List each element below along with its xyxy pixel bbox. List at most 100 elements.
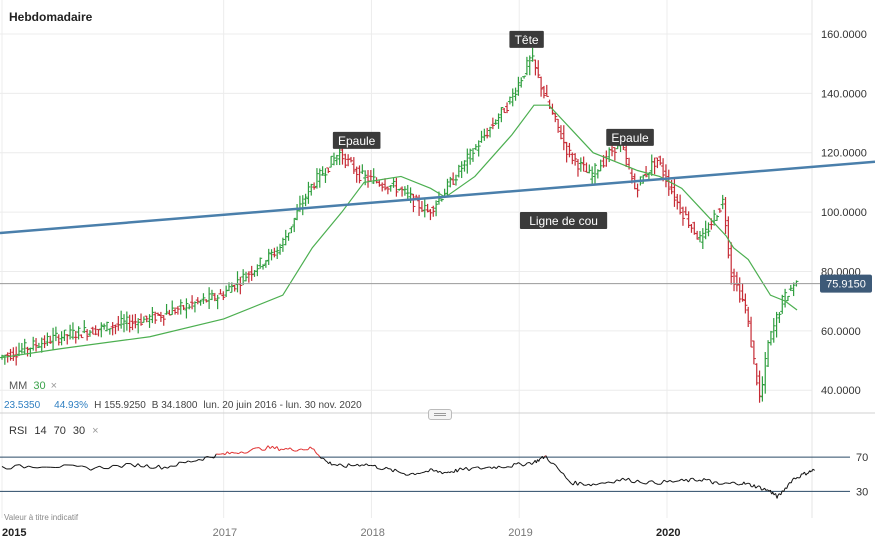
rsi-line-segment [758,485,761,487]
rsi-line-segment [616,479,620,482]
rsi-line-segment [729,481,733,484]
rsi-line-segment [524,462,528,466]
rsi-line-segment [207,456,210,458]
rsi-line-segment [634,479,638,484]
stat-low: B 34.1800 [151,400,198,411]
rsi-line-segment [345,463,349,468]
rsi-line-segment [205,456,208,458]
rsi-line-segment [660,479,665,485]
rsi-line-segment [276,446,280,451]
rsi-line-segment [538,458,541,462]
rsi-line-segment [715,481,718,483]
rsi-line-segment [568,479,572,484]
rsi-line-segment [213,453,217,459]
rsi-line-segment [231,451,235,454]
rsi-label: RSI [9,425,28,437]
rsi-line-segment [672,480,676,483]
rsi-line-segment [697,479,700,482]
rsi-line-segment [486,466,490,468]
rsi-line-segment [158,464,163,470]
rsi-line-segment [94,465,100,469]
rsi-line-segment [449,471,452,474]
ma-period[interactable]: 30 [33,380,46,392]
rsi-line-segment [323,458,327,462]
rsi-line-segment [317,454,321,458]
rsi-line-segment [319,456,322,459]
rsi-line-segment [790,479,794,484]
rsi-line-segment [675,480,679,482]
rsi-line-segment [427,468,431,473]
rsi-line-segment [340,463,343,466]
y-tick-label: 160.0000 [821,29,867,41]
rsi-threshold-label: 70 [856,452,868,464]
rsi-line-segment [175,461,180,467]
moving-average-line [1,104,798,359]
rsi-line-segment [803,471,807,476]
rsi-line-segment [281,448,284,451]
rsi-line-segment [258,447,263,451]
rsi-line-segment [645,480,650,485]
rsi-line-segment [688,478,692,483]
rsi-line-segment [397,470,400,473]
disclaimer: Valeur à titre indicatif [4,513,79,522]
rsi-param-1[interactable]: 14 [34,425,47,437]
rsi-line-segment [807,471,810,474]
rsi-line-segment [298,448,302,451]
rsi-line-segment [531,461,535,465]
rsi-line-segment [440,471,443,475]
rsi-line-segment [799,473,802,478]
panel-resize-handle[interactable] [428,409,452,420]
rsi-remove-icon[interactable]: × [92,425,99,437]
rsi-line-segment [628,477,632,483]
annotation-box [519,211,608,229]
rsi-line-segment [755,486,758,489]
ma-remove-icon[interactable]: × [50,380,58,392]
price-bars [0,47,799,403]
current-price-label: 75.9150 [826,279,866,291]
rsi-line-segment [385,466,389,470]
rsi-line-segment [513,463,517,465]
rsi-line-segment [694,479,698,482]
rsi-line-segment [565,477,569,481]
rsi-line-segment [765,489,768,491]
y-tick-label: 100.0000 [821,207,867,219]
x-tick-label: 2019 [508,527,532,539]
ma-label: MM [9,380,28,392]
annotation-label: Epaule [611,131,649,145]
rsi-line-segment [681,478,685,482]
y-tick-label: 140.0000 [821,88,867,100]
rsi-line-segment [783,487,786,492]
rsi-line-segment [666,480,671,483]
rsi-line-segment [423,470,427,473]
rsi-line-segment [28,465,34,468]
rsi-line-segment [361,464,365,466]
rsi-line-segment [572,480,576,486]
rsi-param-2[interactable]: 70 [53,425,66,437]
rsi-line-segment [224,451,228,455]
rsi-line-segment [191,460,195,463]
rsi-line-segment [184,460,189,464]
rsi-line-segment [146,464,151,469]
rsi-line-segment [555,465,559,470]
rsi-line-segment [287,447,291,450]
rsi-line-segment [553,462,557,466]
rsi-line-segment [480,467,484,470]
rsi-legend: RSI 14 70 30 × [9,425,106,437]
rsi-line-segment [1,466,7,470]
annotations: Epaule Tête Epaule Ligne de cou [332,30,654,229]
rsi-line-segment [562,473,567,479]
rsi-line-segment [403,473,407,476]
rsi-line-segment [337,463,340,467]
rsi-line-segment [292,449,295,452]
rsi-line-segment [577,481,581,486]
x-tick-label: 2017 [213,527,237,539]
rsi-line-segment [529,462,533,465]
rsi-param-3[interactable]: 30 [72,425,86,437]
rsi-line-segment [37,466,42,469]
current-price: 75.9150 [0,274,872,293]
rsi-line-segment [329,461,333,466]
rsi-line-segment [560,471,564,474]
rsi-line-segment [81,465,87,468]
rsi-line-segment [425,470,429,473]
rsi-line-segment [745,483,748,485]
